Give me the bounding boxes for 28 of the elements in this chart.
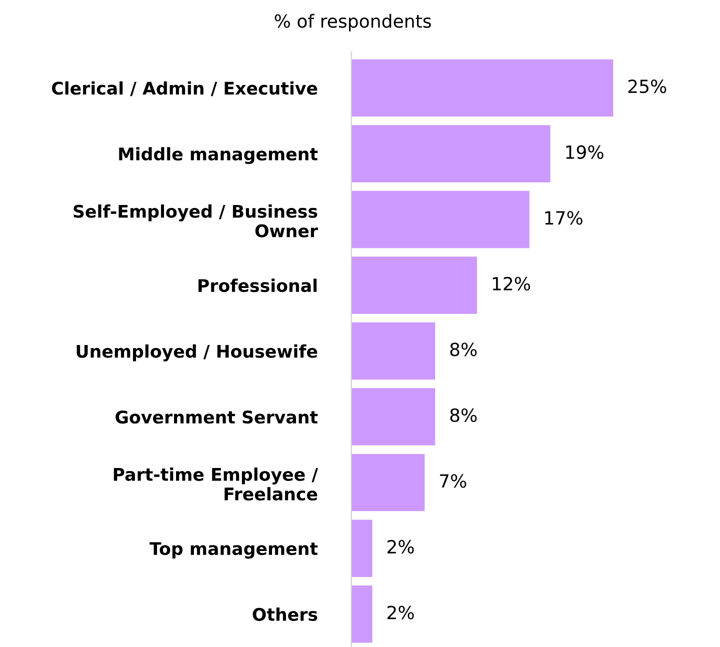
y-tick-label: Part-time Employee / Freelance (114, 468, 318, 501)
bar (351, 586, 372, 643)
bar (351, 125, 550, 182)
bar (351, 190, 530, 248)
bar (351, 520, 372, 577)
bar (351, 256, 478, 314)
data-label: 17% (545, 211, 582, 225)
data-label: 2% (388, 606, 414, 620)
bar (351, 388, 436, 446)
bar (351, 454, 425, 512)
data-label: 25% (628, 80, 666, 94)
y-tick-label: Clerical / Admin / Executive (52, 81, 318, 96)
data-label: 8% (450, 408, 477, 422)
bar (351, 322, 436, 380)
chart-title: % of respondents (274, 14, 431, 32)
y-tick-label: Others (252, 608, 318, 621)
data-label: 8% (450, 342, 477, 356)
y-tick-label: Top management (150, 542, 318, 559)
data-label: 19% (566, 145, 604, 159)
data-label: 2% (388, 540, 414, 554)
y-tick-label: Government Servant (116, 410, 318, 424)
y-tick-label: Self-Employed / Business Owner (74, 204, 318, 238)
data-label: 12% (492, 276, 530, 290)
y-tick-label: Professional (198, 278, 317, 292)
y-tick-label: Unemployed / Housewife (76, 344, 318, 362)
data-label: 7% (440, 474, 466, 488)
bar (351, 59, 614, 117)
y-tick-label: Middle management (119, 147, 318, 164)
